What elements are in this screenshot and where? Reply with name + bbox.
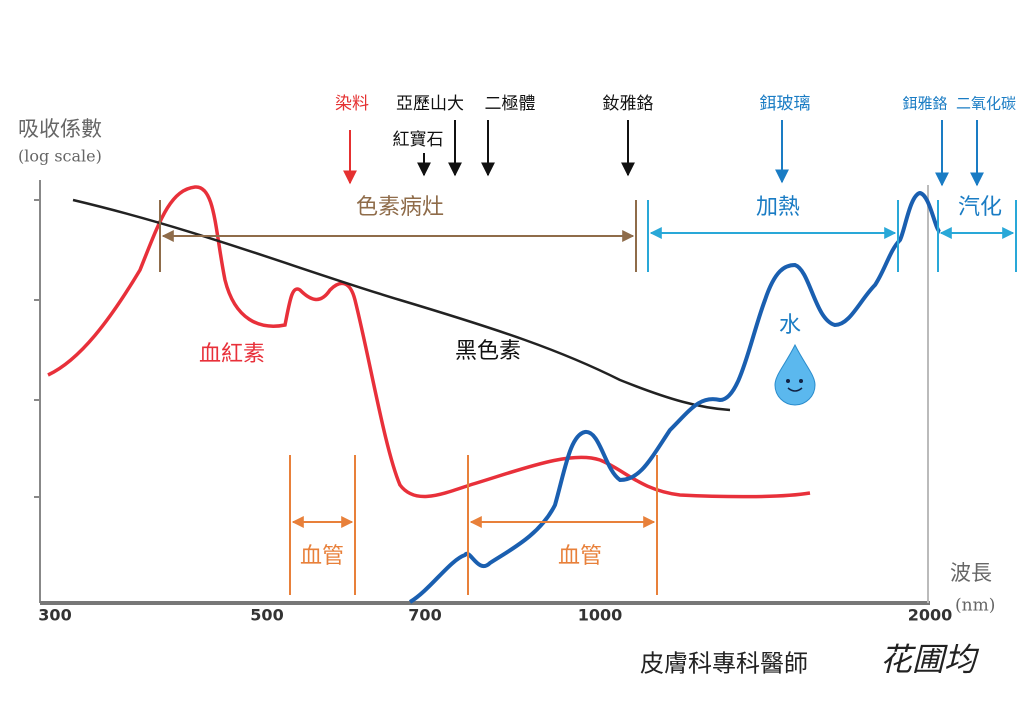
laser-label: 二氧化碳	[956, 95, 1016, 113]
laser-label: 鉺雅鉻	[902, 95, 947, 113]
range-brackets	[159, 200, 1017, 595]
y-label: 吸收係數	[18, 117, 102, 141]
range-label: 汽化	[958, 195, 1002, 220]
hemoglobin-curve	[47, 185, 811, 499]
x-unit: (nm)	[955, 596, 995, 616]
laser-label: 亞歷山大	[396, 94, 464, 114]
x-tick-label: 500	[250, 606, 283, 625]
range-label: 色素病灶	[356, 195, 444, 220]
water-curve	[408, 190, 942, 604]
x-tick-label: 300	[38, 606, 71, 625]
x-tick-label: 2000	[908, 606, 953, 625]
laser-label: 紅寶石	[393, 129, 444, 150]
axes	[34, 180, 930, 605]
melanin-curve	[72, 198, 731, 412]
x-tick-label: 1000	[578, 606, 623, 625]
laser-label: 鉺玻璃	[760, 94, 811, 114]
range-label: 加熱	[756, 195, 800, 220]
curve-label: 血紅素	[199, 342, 265, 367]
curve-label: 黑色素	[455, 339, 521, 364]
curve-label: 水	[779, 313, 801, 338]
x-label: 波長	[950, 561, 992, 585]
x-tick-label: 700	[408, 606, 441, 625]
laser-arrows	[343, 120, 984, 187]
laser-label: 釹雅鉻	[603, 94, 654, 114]
laser-label: 二極體	[485, 94, 536, 114]
y-note: (log scale)	[18, 147, 102, 166]
range-label: 血管	[300, 544, 344, 569]
signature-title: 皮膚科專科醫師	[640, 650, 808, 678]
signature-name: 花圃均	[880, 641, 980, 679]
range-label: 血管	[558, 544, 602, 569]
laser-label: 染料	[335, 94, 369, 114]
water-drop-icon	[774, 343, 816, 406]
